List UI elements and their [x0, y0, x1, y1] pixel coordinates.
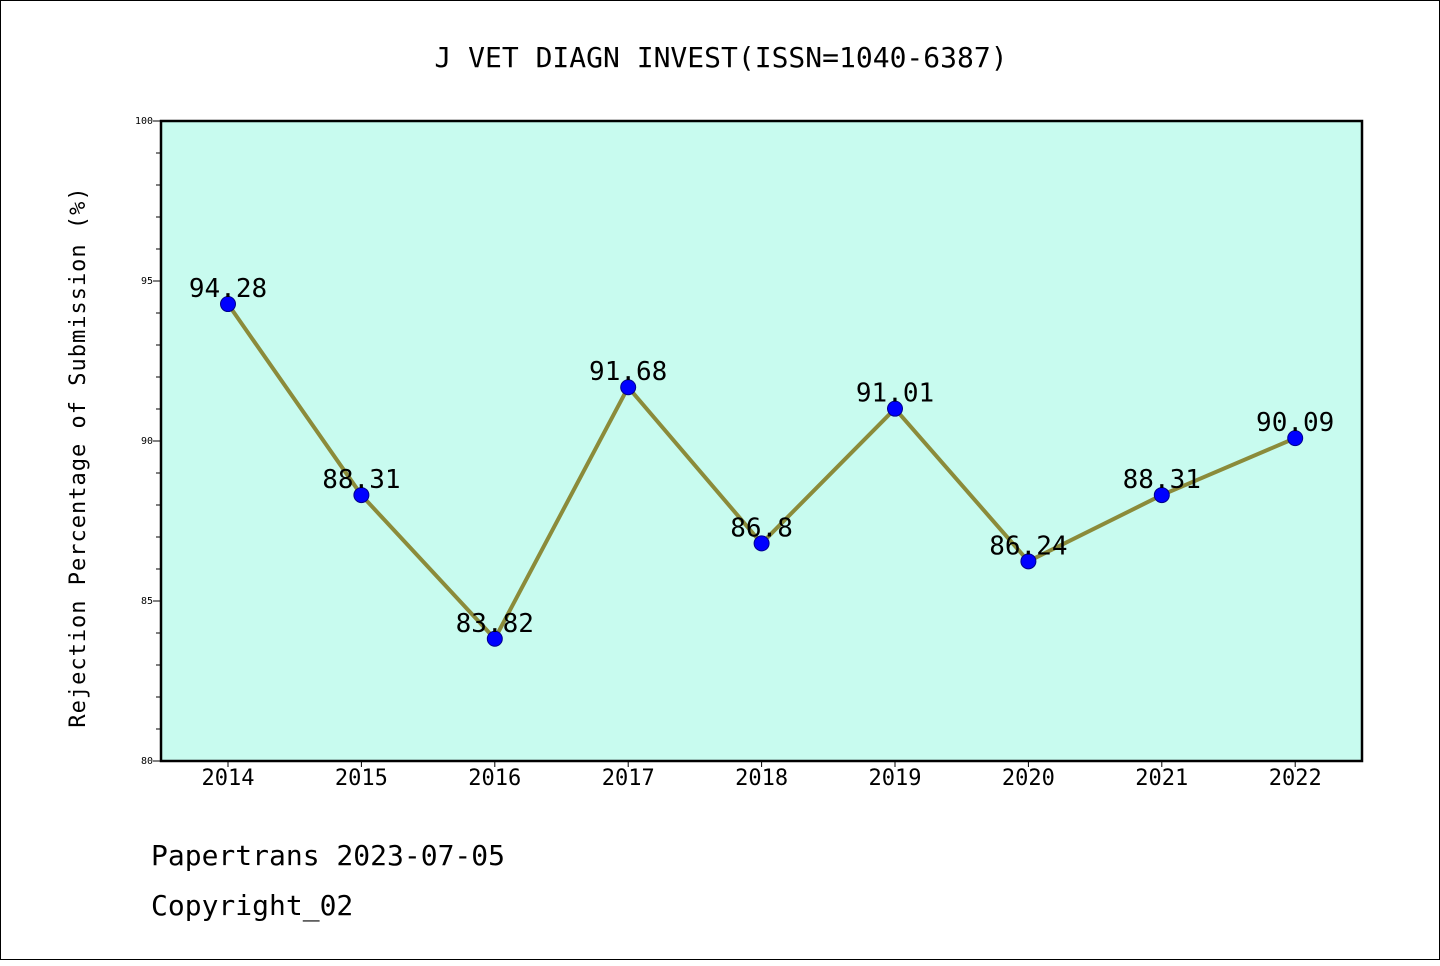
data-point — [1020, 553, 1037, 570]
data-label: 94.28 — [189, 274, 267, 304]
footer-copyright: Copyright_02 — [151, 889, 353, 923]
data-label: 91.68 — [589, 357, 667, 387]
y-axis-label: Rejection Percentage of Submission (%) — [66, 186, 91, 727]
x-tick-label: 2019 — [869, 766, 922, 791]
plot-border — [159, 119, 1364, 763]
data-point — [887, 400, 903, 417]
data-point — [1153, 487, 1170, 504]
data-point — [486, 630, 503, 647]
data-label: 86.8 — [730, 513, 793, 543]
y-tick-label: 85 — [141, 596, 153, 607]
x-tick-label: 2020 — [1002, 766, 1055, 791]
data-point — [753, 535, 770, 552]
y-tick-label: 90 — [141, 436, 153, 447]
x-tick-label: 2021 — [1135, 766, 1188, 791]
y-axis-ticks: 80 85 90 95 100 — [135, 116, 161, 767]
data-label: 83.82 — [456, 609, 534, 639]
data-points — [220, 296, 1304, 647]
data-point — [1287, 430, 1304, 447]
x-axis-ticks: 2014 2015 2016 2017 2018 2019 2020 2021 2022 — [202, 761, 1322, 791]
data-label: 88.31 — [322, 465, 400, 495]
y-tick-label: 80 — [141, 756, 153, 767]
y-tick-label: 100 — [135, 116, 153, 127]
data-label: 88.31 — [1123, 465, 1201, 495]
data-point — [353, 487, 370, 504]
chart-title: J VET DIAGN INVEST(ISSN=1040-6387) — [434, 41, 1007, 74]
data-label: 90.09 — [1256, 408, 1334, 438]
x-tick-label: 2017 — [602, 766, 655, 791]
data-point — [620, 379, 637, 396]
data-labels: 94.28 88.31 83.82 91.68 86.8 91.01 86.24 88.31 9… — [189, 274, 1334, 639]
data-point — [220, 296, 236, 313]
data-label: 91.01 — [856, 379, 934, 409]
x-tick-label: 2022 — [1269, 766, 1322, 791]
footer-source: Papertrans 2023-07-05 — [151, 839, 505, 872]
x-tick-label: 2015 — [335, 766, 388, 791]
x-tick-label: 2016 — [468, 766, 521, 791]
x-tick-label: 2014 — [202, 766, 255, 791]
x-tick-label: 2018 — [735, 766, 788, 791]
y-tick-label: 95 — [141, 276, 153, 287]
plot-area — [161, 121, 1362, 761]
data-label: 86.24 — [989, 531, 1067, 561]
